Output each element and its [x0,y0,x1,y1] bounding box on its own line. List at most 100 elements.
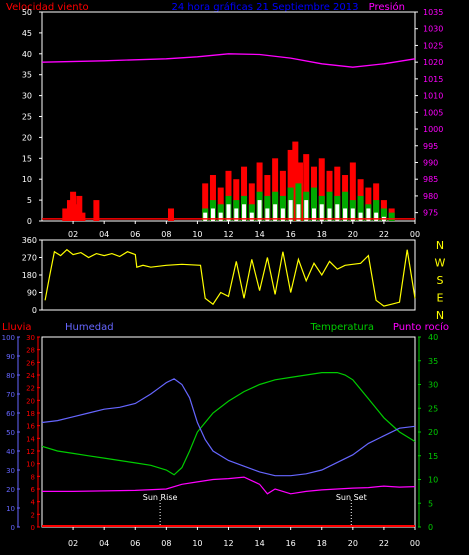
sun-event-label: Sun Set [336,493,367,502]
wind-light-bar [374,212,379,221]
wind-x-tick-label: 04 [99,230,109,239]
humidity-x-tick-label: 08 [161,539,171,548]
temperature-tick-label: 40 [428,333,438,342]
wind-light-bar [218,212,223,221]
wind-bar [209,175,216,221]
wind-light-bar [335,204,340,221]
temperature-line [41,372,416,476]
compass-label: E [437,292,444,305]
wind-light-bar [343,208,348,221]
wind-bar [292,141,299,221]
temperature-tick-label: 35 [428,357,438,366]
temperature-tick-label: 15 [428,452,438,461]
rain-tick-label: 10 [26,461,35,469]
humidity-x-tick-label: 14 [254,539,264,548]
wind-x-tick-label: 12 [223,230,233,239]
wind-bar [66,200,73,221]
wind-light-bar [311,208,316,221]
wind-bar [70,191,77,221]
dewpoint-axis-title: Punto rocío [393,321,449,333]
wind-bar [318,158,325,221]
chart-date-title: 24 hora gráficas 21 Septiembre 2013 [171,1,358,13]
humidity-tick-label: 100 [2,334,15,342]
dewpoint-line [42,476,416,495]
wind-tick-label: 35 [22,71,32,80]
wind-light-bar [304,200,309,221]
humidity-x-tick-label: 16 [286,539,296,548]
wind-light-bar [350,208,355,221]
temperature-tick-label: 10 [428,476,438,485]
compass-label: S [437,274,444,287]
wind-x-tick-label: 10 [192,230,202,239]
wind-light-bar [319,204,324,221]
wind-bar [272,158,279,221]
wind-light-bar [226,204,231,221]
direction-tick-label: 0 [32,306,37,315]
gust-bar [310,187,317,221]
direction-tick-label: 90 [27,289,37,298]
wind-light-bar [265,208,270,221]
pressure-tick-label: 1020 [423,58,443,67]
pressure-tick-label: 990 [423,158,438,167]
pressure-tick-label: 1030 [423,25,443,34]
gust-bar [357,195,364,221]
wind-tick-label: 5 [27,196,32,205]
humidity-tick-label: 80 [6,372,15,380]
pressure-tick-label: 1010 [423,92,443,101]
wind-tick-label: 45 [22,29,32,38]
wind-bar [73,204,80,221]
wind-bar [248,183,255,221]
wind-bar [349,162,356,221]
wind-light-bar [242,204,247,221]
direction-tick-label: 180 [22,271,37,280]
wind-tick-label: 25 [22,113,32,122]
rain-tick-label: 6 [31,486,36,494]
rain-tick-label: 0 [31,524,35,532]
pressure-tick-label: 1015 [423,75,443,84]
wind-x-tick-label: 14 [254,230,264,239]
humidity-x-tick-label: 00 [410,539,420,548]
pressure-tick-label: 980 [423,192,438,201]
rain-tick-label: 4 [31,499,36,507]
wind-x-tick-label: 06 [130,230,140,239]
compass-label: N [436,309,444,322]
rain-tick-label: 14 [26,435,35,443]
humidity-tick-label: 70 [6,391,15,399]
wind-light-bar [327,208,332,221]
wind-direction-line [44,248,416,307]
humidity-x-tick-label: 12 [223,539,233,548]
wind-bar [62,208,69,221]
humidity-tick-label: 40 [6,448,15,456]
wind-light-bar [249,212,254,221]
wind-light-bar [273,204,278,221]
pressure-tick-label: 1005 [423,108,443,117]
humidity-x-tick-label: 18 [317,539,327,548]
direction-chart-frame [41,239,416,311]
wind-bar [202,183,209,221]
wind-tick-label: 0 [27,217,32,226]
temperature-tick-label: 30 [428,381,438,390]
direction-tick-label: 270 [22,254,37,263]
wind-light-bar [280,208,285,221]
wind-bar [79,212,86,221]
pressure-tick-label: 985 [423,175,438,184]
wind-light-bar [296,204,301,221]
sun-event-label: Sun Rise [143,493,178,502]
wind-light-bar [366,208,371,221]
wind-bar [93,200,100,221]
wind-light-bar [257,200,262,221]
humidity-tick-label: 10 [6,505,15,513]
rain-tick-label: 12 [26,448,35,456]
temperature-tick-label: 0 [428,523,433,532]
humidity-x-tick-label: 06 [130,539,140,548]
humidity-tick-label: 50 [6,429,15,437]
wind-x-tick-label: 20 [348,230,358,239]
pressure-line [41,53,416,68]
rain-tick-label: 26 [26,359,35,367]
temperature-tick-label: 5 [428,499,433,508]
humidity-tick-label: 0 [11,524,15,532]
humidity-tick-label: 30 [6,467,15,475]
gust-bar [373,200,380,221]
rain-tick-label: 20 [26,397,35,405]
pressure-tick-label: 995 [423,142,438,151]
